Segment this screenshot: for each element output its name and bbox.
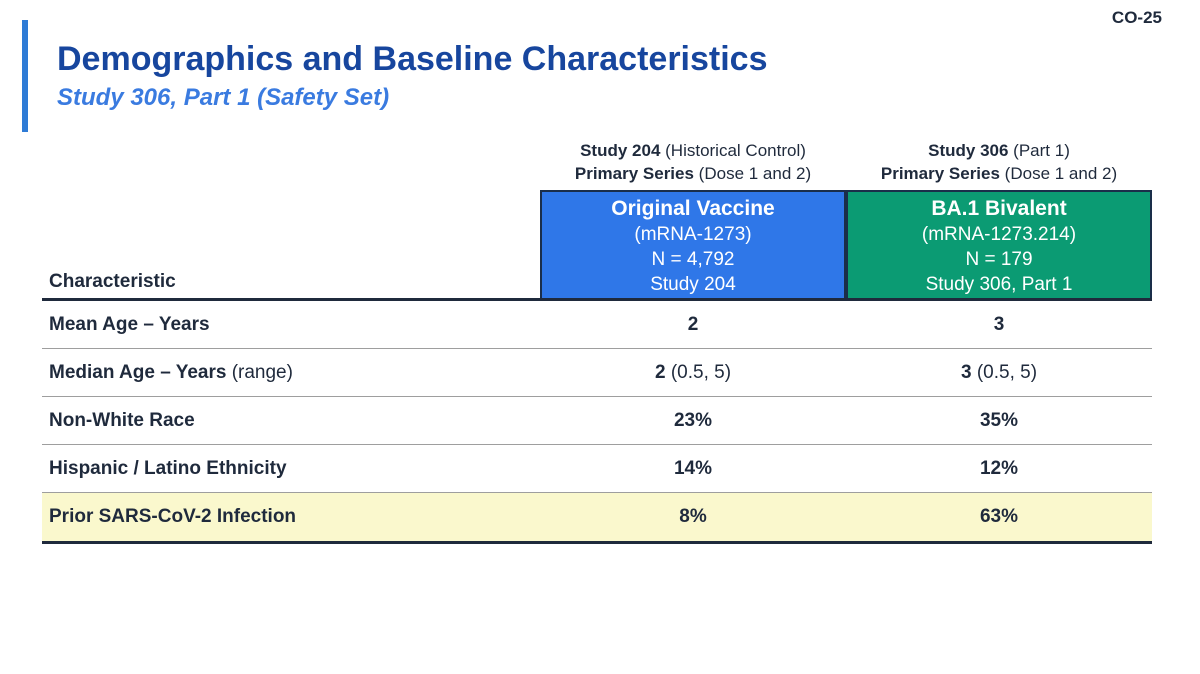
text-strong: 3 — [960, 361, 972, 383]
column-header-1: Study 204 (Historical Control) Primary Se… — [540, 140, 846, 190]
text-normal: (Part 1) — [1008, 141, 1070, 161]
table-column-headers: Study 204 (Historical Control) Primary Se… — [42, 135, 1152, 190]
table-body: Mean Age – Years 2 3 Median Age – Years (ra… — [42, 298, 1152, 544]
row-value: 14% — [540, 458, 846, 480]
slide-code: CO-25 — [1111, 8, 1162, 27]
text-strong: 2 — [687, 313, 699, 335]
text-normal: (range) — [226, 361, 293, 383]
column-header-line2: Primary Series (Dose 1 and 2) — [846, 163, 1152, 185]
text-normal: (Dose 1 and 2) — [999, 163, 1118, 183]
text-strong: Prior SARS-CoV-2 Infection — [49, 506, 297, 527]
text-strong: Primary Series — [880, 163, 1000, 183]
demographics-table: Study 204 (Historical Control) Primary Se… — [42, 135, 1152, 544]
table-row: Hispanic / Latino Ethnicity 14% 12% — [42, 445, 1152, 493]
row-value: 2 — [540, 314, 846, 336]
table-row: Median Age – Years (range) 2 (0.5, 5) 3 (0… — [42, 349, 1152, 397]
treatment-box-line: N = 179 — [965, 249, 1033, 270]
text-normal: (0.5, 5) — [971, 361, 1038, 383]
row-value: 35% — [846, 410, 1152, 432]
text-strong: Non-White Race — [49, 409, 195, 431]
text-strong: Primary Series — [574, 163, 694, 183]
row-value: 63% — [846, 506, 1152, 528]
row-label: Hispanic / Latino Ethnicity — [42, 458, 540, 480]
table-row: Prior SARS-CoV-2 Infection 8% 63% — [42, 493, 1152, 541]
text-strong: 2 — [654, 361, 666, 383]
text-strong: Mean Age – Years — [49, 313, 210, 335]
table-row: Mean Age – Years 2 3 — [42, 301, 1152, 349]
row-value: 3 — [846, 314, 1152, 336]
text-strong: 63% — [979, 506, 1019, 527]
row-label: Prior SARS-CoV-2 Infection — [42, 506, 540, 528]
column-header-line1: Study 306 (Part 1) — [846, 140, 1152, 162]
row-value: 12% — [846, 458, 1152, 480]
treatment-box-line: N = 4,792 — [651, 249, 735, 270]
treatment-box-line: (mRNA-1273.214) — [921, 224, 1077, 245]
characteristic-label: Characteristic — [49, 271, 176, 292]
row-label: Non-White Race — [42, 410, 540, 432]
text-strong: 12% — [979, 457, 1019, 479]
row-value: 2 (0.5, 5) — [540, 362, 846, 384]
treatment-box-line: (mRNA-1273) — [634, 224, 752, 245]
text-strong: 3 — [993, 313, 1005, 335]
row-value: 3 (0.5, 5) — [846, 362, 1152, 384]
text-normal: (0.5, 5) — [665, 361, 732, 383]
text-normal: (Dose 1 and 2) — [693, 163, 812, 183]
table-group-boxes: Characteristic Original Vaccine (mRNA-127… — [42, 190, 1152, 298]
row-value: 8% — [540, 506, 846, 528]
title-accent-bar — [22, 20, 28, 132]
treatment-box-ba1-bivalent: BA.1 Bivalent (mRNA-1273.214) N = 179 Study… — [846, 190, 1152, 298]
row-label: Median Age – Years (range) — [42, 362, 540, 384]
treatment-box-line: Study 306, Part 1 — [925, 274, 1073, 295]
row-value: 23% — [540, 410, 846, 432]
text-normal: (Historical Control) — [660, 141, 806, 161]
treatment-box-title: Original Vaccine — [611, 197, 775, 220]
text-strong: 8% — [679, 506, 707, 527]
text-strong: Study 204 — [580, 141, 661, 161]
text-strong: Median Age – Years — [49, 361, 227, 383]
text-strong: 23% — [673, 409, 713, 431]
text-strong: Hispanic / Latino Ethnicity — [49, 457, 287, 479]
treatment-box-title: BA.1 Bivalent — [931, 197, 1067, 220]
column-header-line2: Primary Series (Dose 1 and 2) — [540, 163, 846, 185]
page-subtitle: Study 306, Part 1 (Safety Set) — [57, 84, 390, 111]
text-strong: Study 306 — [928, 141, 1009, 161]
row-label: Mean Age – Years — [42, 314, 540, 336]
treatment-box-original-vaccine: Original Vaccine (mRNA-1273) N = 4,792 Stud… — [540, 190, 846, 298]
table-row: Non-White Race 23% 35% — [42, 397, 1152, 445]
treatment-box-line: Study 204 — [650, 274, 736, 295]
text-strong: 14% — [673, 457, 713, 479]
text-strong: 35% — [979, 409, 1019, 431]
column-header-2: Study 306 (Part 1) Primary Series (Dose 1… — [846, 140, 1152, 190]
column-header-line1: Study 204 (Historical Control) — [540, 140, 846, 162]
page-title: Demographics and Baseline Characteristic… — [57, 40, 768, 78]
